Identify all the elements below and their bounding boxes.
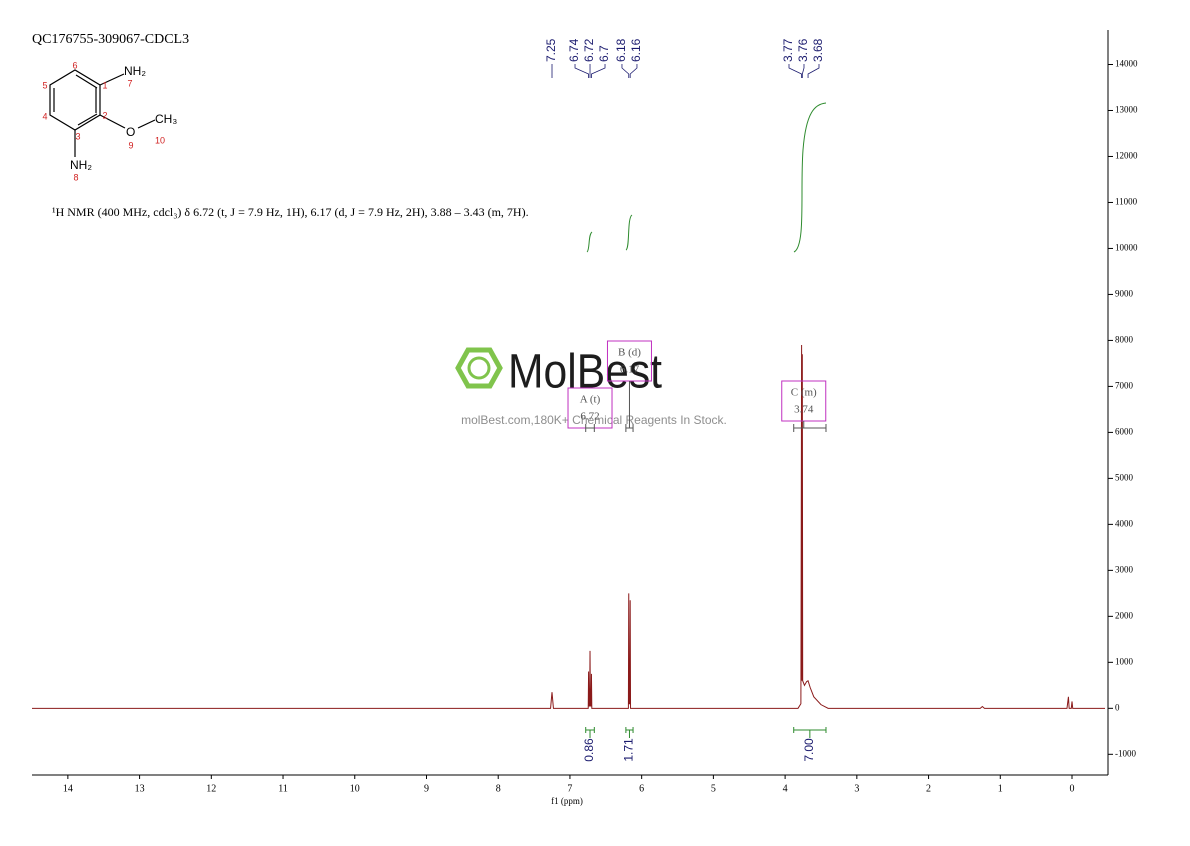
multiplet-label: A (t) [580, 394, 601, 406]
peak-label: 6.18 [614, 38, 628, 62]
ring [49, 69, 101, 131]
integral-label: 7.00 [802, 738, 816, 762]
peak-connector [629, 64, 638, 78]
y-tick-label: -1000 [1115, 748, 1136, 758]
x-tick-label: 7 [567, 783, 572, 794]
peak-connector [788, 64, 803, 78]
atom-number: 5 [42, 80, 47, 90]
x-tick-label: 2 [926, 783, 931, 794]
y-tick-label: 7000 [1115, 380, 1134, 390]
peak-connector [807, 64, 820, 78]
double-bonds [53, 74, 98, 126]
watermark-tagline: molBest.com,180K+ Chemical Reagents In S… [461, 413, 727, 427]
y-tick-label: 9000 [1115, 288, 1134, 298]
y-tick-label: 5000 [1115, 472, 1134, 482]
bonds [74, 73, 156, 157]
peak-connector [574, 64, 589, 78]
y-tick-label: 0 [1115, 702, 1120, 712]
watermark-brand: MolBest [508, 346, 662, 399]
description: ¹H NMR (400 MHz, cdcl₃) δ 6.72 (t, J = 7… [52, 205, 529, 219]
chart-title: QC176755-309067-CDCL3 [32, 32, 189, 47]
atom-number: 8 [73, 172, 78, 182]
integral-label: 1.71 [622, 738, 636, 762]
x-tick-label: 1 [998, 783, 1003, 794]
peak-label: 6.74 [567, 38, 581, 62]
multiplet-shift: 3.74 [794, 404, 814, 416]
multiplet-label: C (m) [791, 387, 817, 399]
atom-number: 1 [102, 80, 107, 90]
y-tick-label: 14000 [1115, 59, 1138, 69]
integral-curve [586, 231, 593, 253]
multiplet-bracket [625, 381, 634, 432]
peak-label: 6.7 [597, 45, 611, 62]
x-tick-label: 8 [496, 783, 501, 794]
x-tick-label: 5 [711, 783, 716, 794]
y-tick-label: 4000 [1115, 518, 1134, 528]
y-tick-label: 3000 [1115, 564, 1134, 574]
integral-curve [793, 102, 827, 253]
integral-curves [586, 102, 827, 253]
x-tick-label: 11 [278, 783, 288, 794]
spectrum-line [32, 345, 1105, 709]
atom-number: 6 [72, 60, 77, 70]
y-tick-label: 2000 [1115, 610, 1134, 620]
peak-label: 3.68 [811, 38, 825, 62]
peak-connector [801, 64, 805, 78]
logo [455, 347, 503, 389]
peak-label: 7.25 [544, 38, 558, 62]
y-tick-label: 8000 [1115, 334, 1134, 344]
atom-number: 4 [42, 111, 47, 121]
multiplet-bracket [585, 424, 595, 432]
y-tick-label: 12000 [1115, 151, 1138, 161]
multiplet-shift: 6.17 [620, 364, 640, 376]
integral-label: 0.86 [582, 738, 596, 762]
integral-bracket [793, 727, 827, 738]
y-tick-label: 1000 [1115, 656, 1134, 666]
x-tick-label: 0 [1070, 783, 1075, 794]
x-tick-label: 14 [63, 783, 73, 794]
multiplet-bracket [793, 421, 827, 432]
watermark: MolBest molBest.com,180K+ Chemical Reage… [455, 346, 727, 427]
x-tick-label: 9 [424, 783, 429, 794]
multiplet-shift: 6.72 [580, 411, 599, 423]
group-label: O [126, 125, 135, 139]
x-axis-label: f1 (ppm) [551, 796, 583, 806]
x-tick-label: 13 [135, 783, 145, 794]
multiplet-label: B (d) [618, 347, 641, 359]
atom-number: 10 [155, 135, 165, 145]
atom-number: 9 [128, 140, 133, 150]
group-label: NH₂ [124, 64, 146, 78]
atom-number: 2 [102, 110, 107, 120]
peak-connector [621, 64, 630, 78]
atom-number: 3 [75, 131, 80, 141]
peak-label: 6.72 [582, 38, 596, 62]
x-tick-label: 6 [639, 783, 644, 794]
peak-label: 3.77 [781, 38, 795, 62]
peak-label: 3.76 [796, 38, 810, 62]
peak-connector [591, 64, 606, 78]
molecule [49, 69, 156, 157]
peak-label: 6.16 [629, 38, 643, 62]
logo [467, 356, 491, 380]
y-tick-label: 13000 [1115, 105, 1138, 115]
y-tick-label: 6000 [1115, 426, 1134, 436]
y-tick-label: 11000 [1115, 197, 1138, 207]
x-tick-label: 12 [206, 783, 216, 794]
y-tick-label: 10000 [1115, 243, 1138, 253]
group-label: CH₃ [155, 112, 177, 126]
integral-bracket [585, 727, 595, 738]
x-tick-label: 10 [350, 783, 360, 794]
group-label: NH₂ [70, 158, 92, 172]
atom-number: 7 [127, 78, 132, 88]
integral-curve [625, 214, 633, 251]
x-tick-label: 3 [854, 783, 859, 794]
integral-bracket [625, 727, 634, 738]
x-tick-label: 4 [783, 783, 788, 794]
